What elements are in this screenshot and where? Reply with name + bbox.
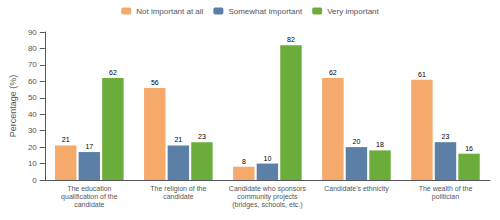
svg-text:17: 17 <box>85 143 93 150</box>
svg-text:Candidate who sponsors: Candidate who sponsors <box>229 185 307 193</box>
svg-text:politician: politician <box>432 193 459 201</box>
svg-text:Somewhat Important: Somewhat Important <box>228 7 303 16</box>
svg-text:21: 21 <box>174 136 182 143</box>
svg-text:61: 61 <box>418 71 426 78</box>
svg-text:The wealth of the: The wealth of the <box>419 185 473 192</box>
svg-text:18: 18 <box>376 141 384 148</box>
svg-text:50: 50 <box>28 93 37 102</box>
svg-text:0: 0 <box>32 176 37 185</box>
svg-text:16: 16 <box>465 145 473 152</box>
svg-text:The education: The education <box>67 185 111 192</box>
svg-text:qualification of the: qualification of the <box>61 193 118 201</box>
svg-text:community projects: community projects <box>237 193 298 201</box>
svg-text:The religion of the: The religion of the <box>150 185 206 193</box>
svg-text:(bridges, schools, etc.): (bridges, schools, etc.) <box>232 201 302 209</box>
svg-text:82: 82 <box>287 36 295 43</box>
svg-text:62: 62 <box>109 69 117 76</box>
svg-text:Candidate's ethnicity: Candidate's ethnicity <box>324 185 389 193</box>
svg-text:60: 60 <box>28 77 37 86</box>
svg-text:30: 30 <box>28 126 37 135</box>
svg-text:90: 90 <box>28 28 37 37</box>
svg-text:70: 70 <box>28 60 37 69</box>
svg-text:80: 80 <box>28 44 37 53</box>
svg-text:10: 10 <box>28 159 37 168</box>
svg-text:8: 8 <box>242 158 246 165</box>
svg-text:20: 20 <box>28 143 37 152</box>
svg-text:Percentage (%): Percentage (%) <box>8 75 18 138</box>
svg-text:56: 56 <box>151 79 159 86</box>
svg-text:Very important: Very important <box>327 7 379 16</box>
svg-text:Not important at all: Not important at all <box>136 7 203 16</box>
svg-text:40: 40 <box>28 110 37 119</box>
svg-text:10: 10 <box>264 155 272 162</box>
svg-text:candidate: candidate <box>163 193 193 200</box>
svg-text:21: 21 <box>62 136 70 143</box>
svg-text:62: 62 <box>329 69 337 76</box>
svg-text:20: 20 <box>353 138 361 145</box>
svg-text:candidate: candidate <box>74 201 104 208</box>
svg-text:23: 23 <box>442 133 450 140</box>
svg-text:23: 23 <box>198 133 206 140</box>
